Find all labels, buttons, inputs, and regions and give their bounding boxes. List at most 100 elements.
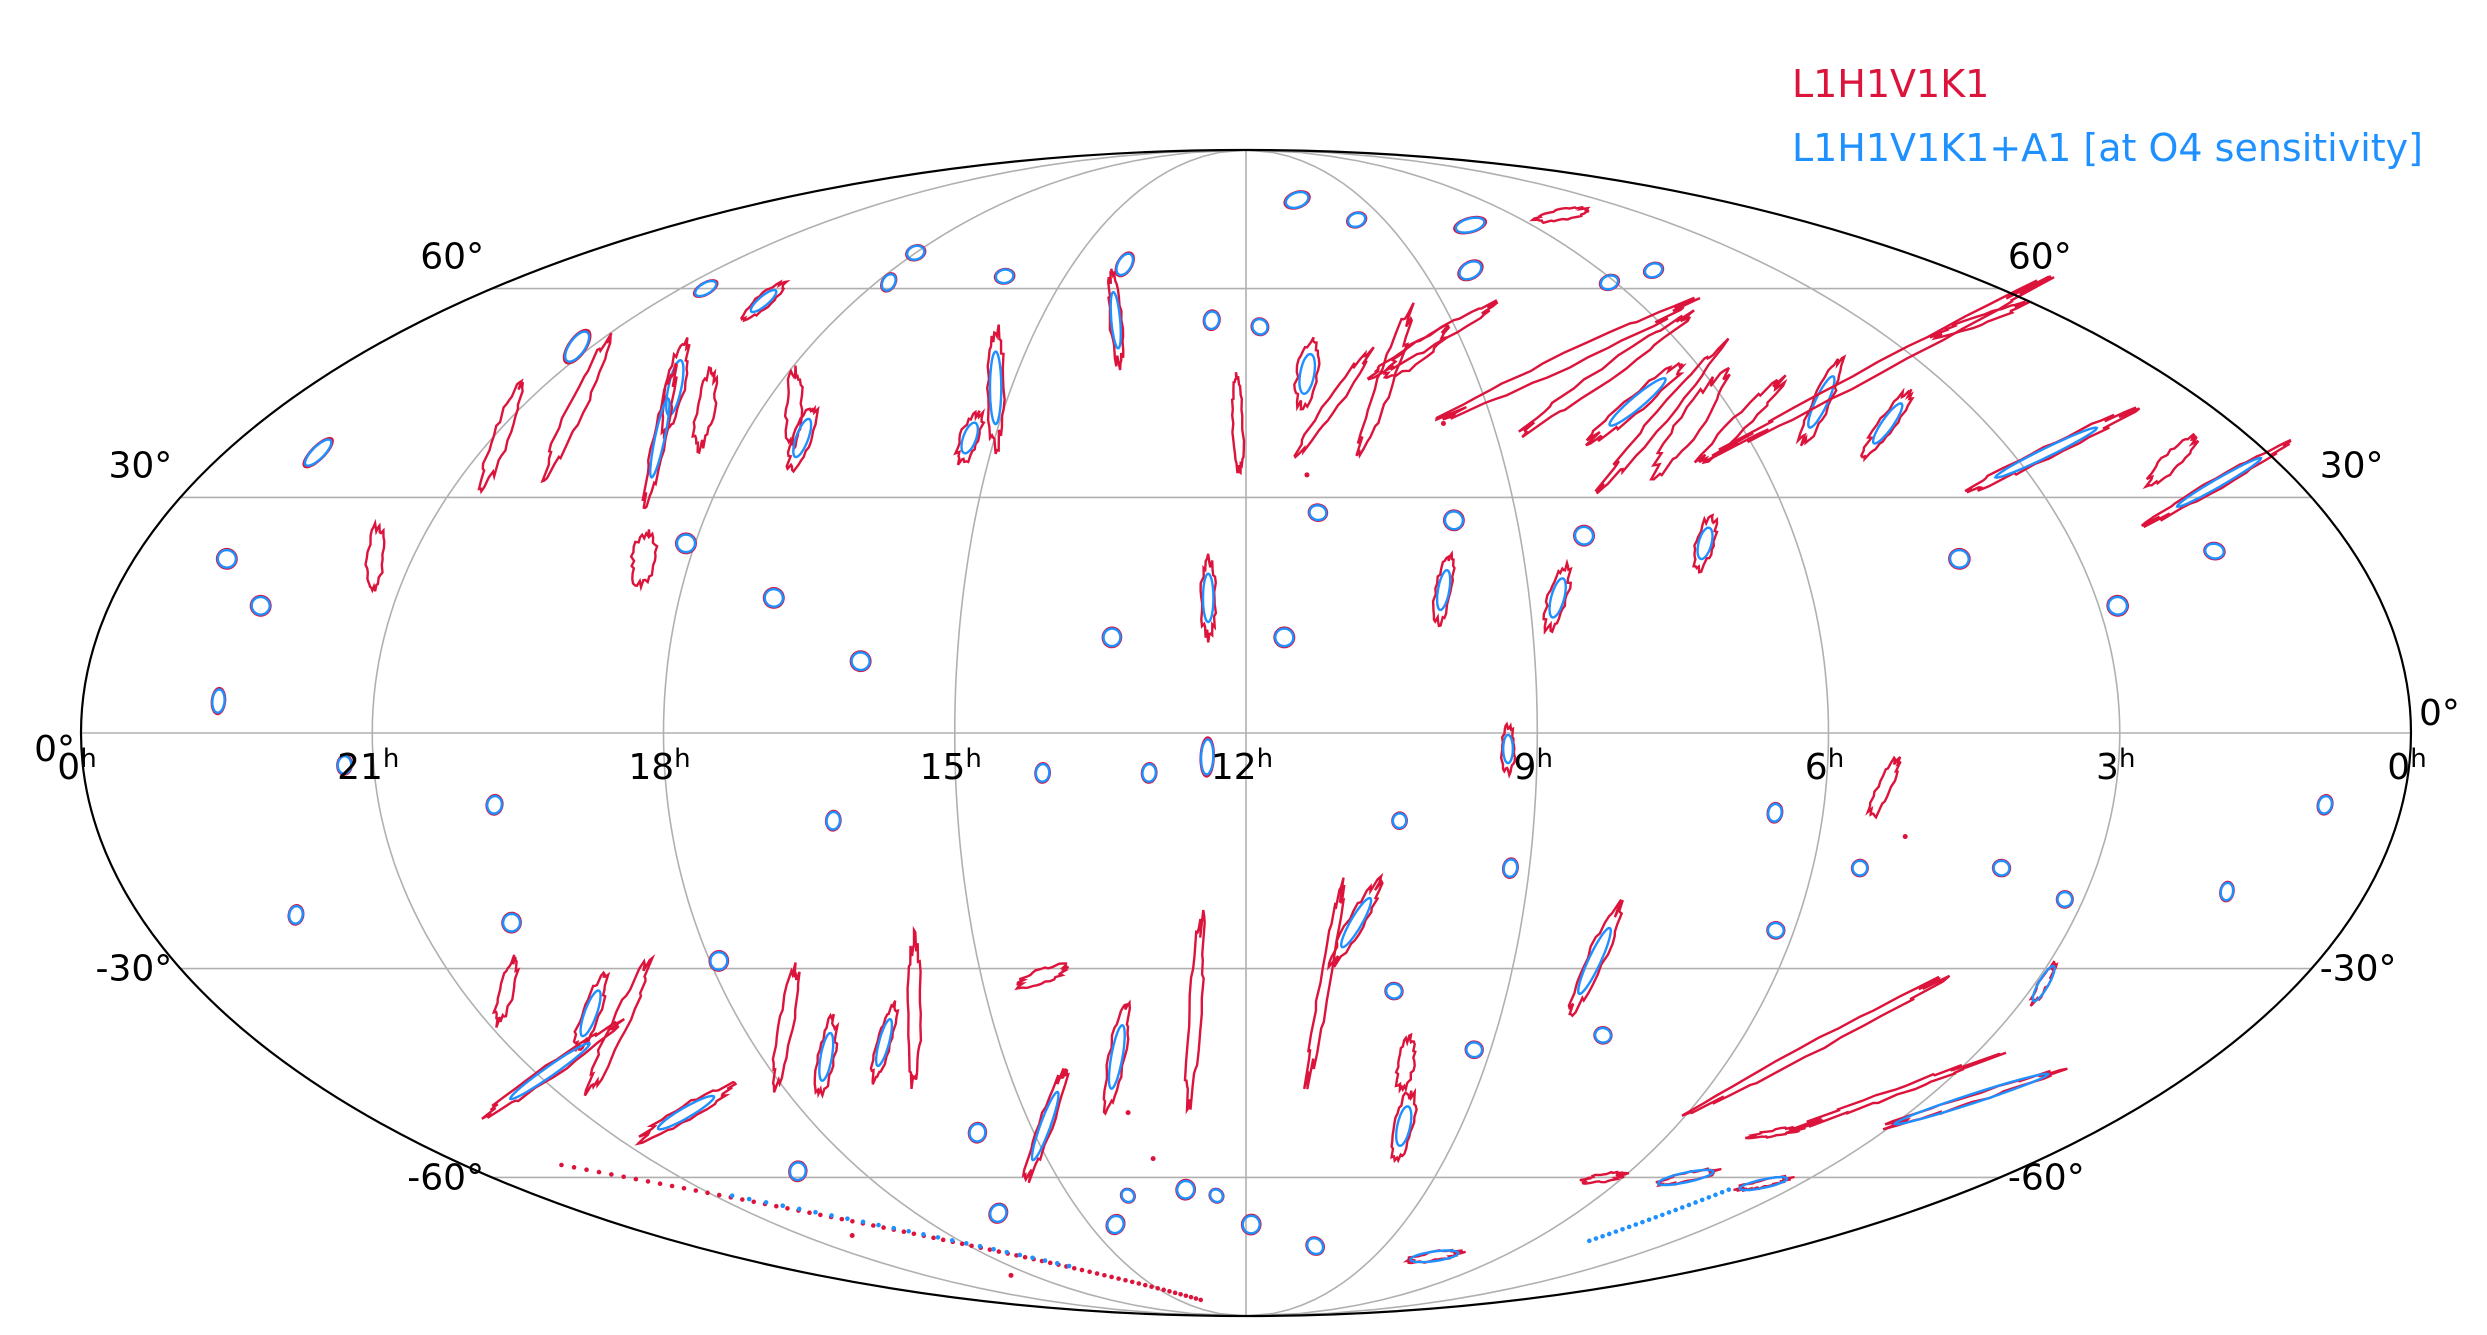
dotted-streak-point [1719,1189,1725,1195]
contour-l1h1v1k1 [906,925,923,1090]
contour-l1h1v1k1 [1594,337,1730,495]
contour-l1h1v1k1-a1 [1284,190,1310,210]
dotted-streak-point [1679,1205,1685,1210]
contour-l1h1v1k1 [629,529,659,592]
dotted-streak-point [1129,1279,1135,1285]
contour-l1h1v1k1 [1585,361,1687,447]
contour-l1h1v1k1-a1 [1992,859,2011,877]
contour-l1h1v1k1-a1 [1807,375,1836,429]
contour-l1h1v1k1-a1 [1435,568,1452,612]
dotted-streak-point [1653,1215,1659,1220]
contour-l1h1v1k1-a1 [1199,738,1215,776]
contour-l1h1v1k1 [813,1012,840,1099]
contour-l1h1v1k1-a1 [1608,376,1667,427]
dotted-streak-point [1116,1276,1121,1281]
dotted-streak-point [901,1229,907,1235]
ra-gridline-18h [662,149,1247,1317]
dotted-streak-point [596,1169,602,1175]
dotted-streak-point [1102,1272,1107,1278]
contour-l1h1v1k1-a1 [1176,1179,1196,1200]
ra-gridline-3h [1245,149,2121,1317]
contour-l1h1v1k1 [771,962,801,1093]
dotted-streak-point [845,1216,850,1221]
contour-l1h1v1k1 [1293,346,1375,459]
contour-l1h1v1k1-a1 [792,417,813,459]
coordinate-grid [81,149,2411,1317]
dotted-streak-point [669,1183,675,1189]
dec-label-left: -60° [407,1157,484,1198]
contour-l1h1v1k1 [1649,366,1731,481]
contour-point [849,1232,855,1238]
contour-l1h1v1k1-a1 [1391,812,1408,830]
dotted-streak-point [1087,1269,1092,1275]
ra-label: 18h [628,744,690,788]
dotted-streak-point [716,1192,722,1198]
dotted-streak-point [1600,1233,1605,1239]
contour-l1h1v1k1-a1 [675,533,697,554]
contour-l1h1v1k1-a1 [1948,548,1970,569]
contour-l1h1v1k1-a1 [1502,858,1519,879]
dotted-streak-point [1706,1195,1712,1200]
contour-l1h1v1k1 [985,324,1006,455]
dotted-streak-point [1142,1282,1148,1288]
contour-l1h1v1k1-a1 [749,288,778,314]
dotted-streak-point [1686,1202,1692,1208]
dotted-streak-point [1606,1231,1612,1237]
contour-l1h1v1k1-a1 [1208,1188,1224,1204]
contour-l1h1v1k1 [869,1000,900,1085]
contour-l1h1v1k1-a1 [2107,595,2129,616]
contour-point [1304,472,1310,478]
contour-l1h1v1k1-a1 [1306,1236,1325,1256]
contour-l1h1v1k1-a1 [968,1122,987,1143]
dotted-streak-point [1673,1207,1678,1213]
contour-l1h1v1k1-a1 [563,330,591,363]
dotted-streak-point [740,1197,745,1202]
dotted-streak-point [1079,1267,1085,1273]
contour-l1h1v1k1-a1 [2175,456,2263,509]
contour-l1h1v1k1-a1 [509,1041,591,1101]
contour-l1h1v1k1 [1795,354,1847,447]
contour-l1h1v1k1 [691,365,719,455]
dotted-streak-point [931,1235,936,1241]
dotted-streak-point [681,1185,687,1191]
contour-point [1440,420,1446,426]
contour-l1h1v1k1 [1693,374,1788,465]
dotted-streak-point [807,1210,812,1216]
contour-l1h1v1k1-a1 [1576,926,1613,995]
contour-point [1008,1272,1014,1278]
dec-label-left: 0° [34,729,75,770]
contour-l1h1v1k1 [364,518,386,594]
contour-l1h1v1k1-a1 [1892,1072,2051,1126]
contour-l1h1v1k1 [1431,550,1456,628]
dotted-streak-point [881,1225,886,1230]
dotted-streak-point [1699,1197,1705,1203]
dotted-streak-point [751,1199,757,1205]
contour-l1h1v1k1-a1 [880,272,897,292]
legend-entry-l1h1v1k1: L1H1V1K1 [1791,62,1990,106]
ra-label: 12h [1211,744,1273,788]
dotted-streak-point [1022,1254,1028,1260]
contour-l1h1v1k1 [1183,909,1206,1115]
dotted-streak-point [621,1174,626,1180]
contour-l1h1v1k1-a1 [1409,1249,1460,1264]
contour-l1h1v1k1-a1 [1458,260,1483,281]
dotted-streak-point [1183,1293,1189,1299]
contour-l1h1v1k1 [1692,513,1719,574]
dotted-streak-point [850,1218,855,1224]
dotted-streak-point [1693,1200,1698,1205]
dotted-streak-point [571,1165,577,1170]
contour-l1h1v1k1-a1 [1339,896,1373,949]
dotted-streak-point [1149,1284,1154,1290]
contour-l1h1v1k1-a1 [1767,802,1783,823]
ra-label: 15h [920,744,982,788]
contour-l1h1v1k1-a1 [1593,1026,1613,1044]
contour-l1h1v1k1-a1 [1656,1168,1715,1187]
contour-l1h1v1k1 [491,954,521,1028]
contour-l1h1v1k1-a1 [1573,525,1595,546]
contour-l1h1v1k1 [740,279,791,323]
dotted-streak-point [1640,1219,1645,1225]
contour-l1h1v1k1 [1859,387,1915,463]
dotted-streak-point [773,1203,779,1209]
contour-l1h1v1k1-a1 [2056,890,2074,908]
dotted-streak-point [963,1241,969,1246]
